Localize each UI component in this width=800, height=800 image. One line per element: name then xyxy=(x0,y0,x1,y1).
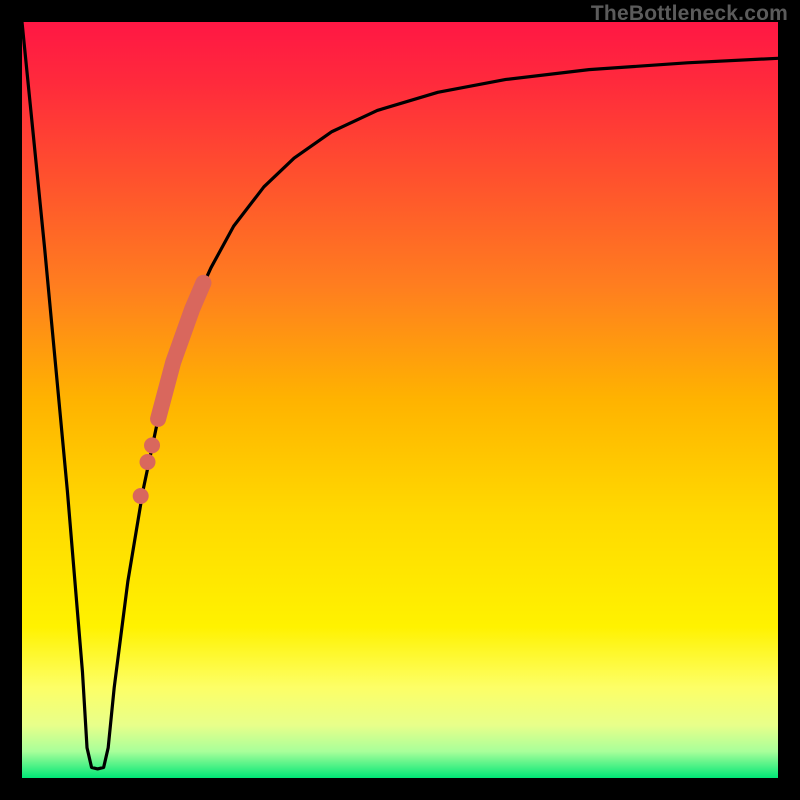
bottleneck-chart xyxy=(0,0,800,800)
highlight-dot xyxy=(140,454,156,470)
highlight-dot xyxy=(133,488,149,504)
plot-background xyxy=(22,22,778,778)
chart-outer-frame: TheBottleneck.com xyxy=(0,0,800,800)
highlight-dot xyxy=(144,437,160,453)
